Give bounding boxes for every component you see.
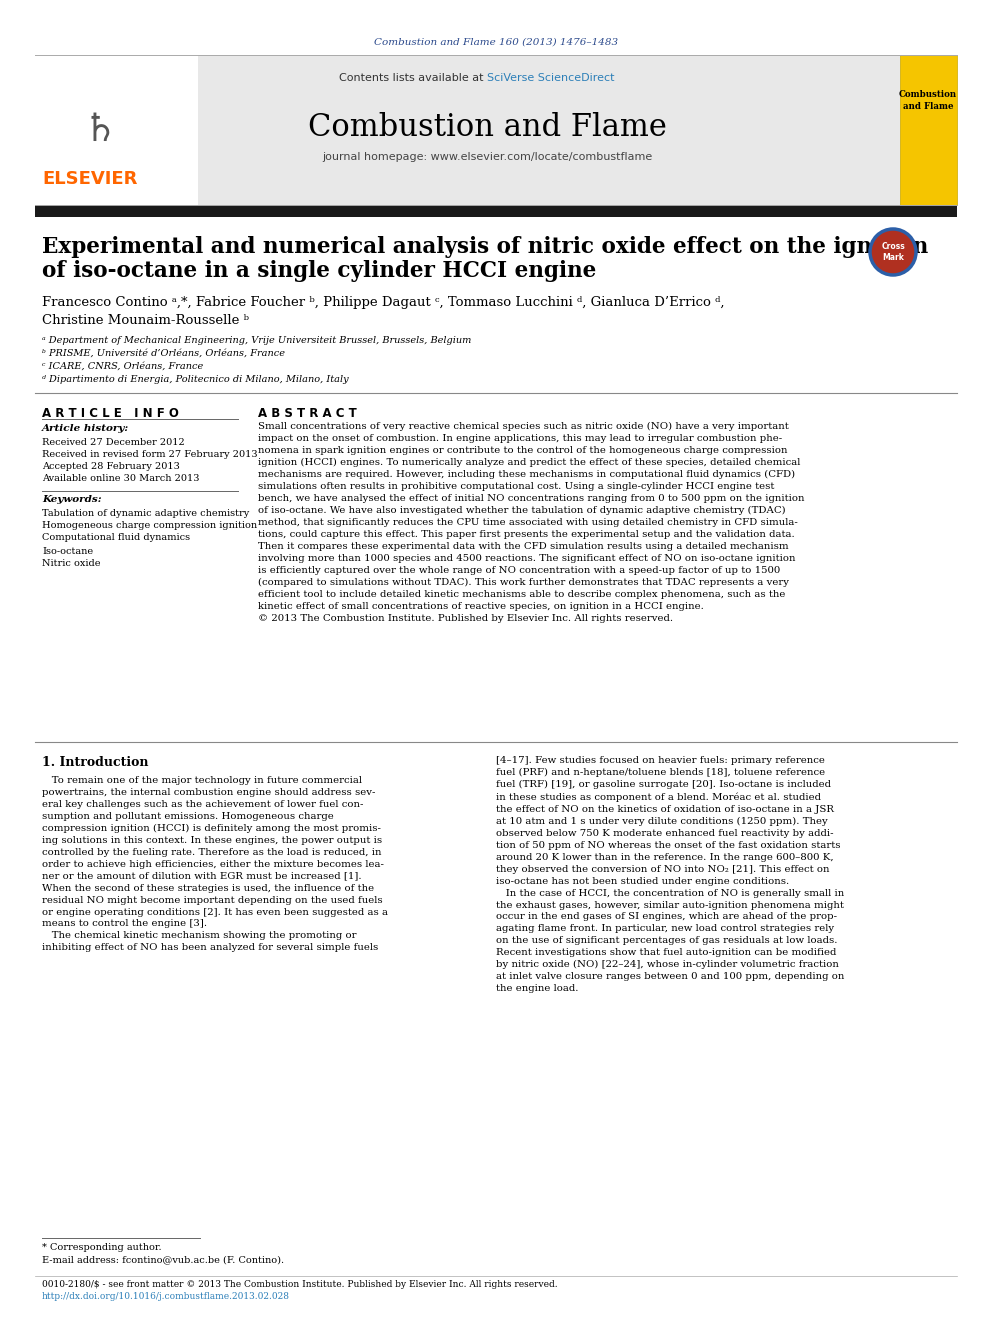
Text: Cross
Mark: Cross Mark [881,242,905,262]
Text: A R T I C L E   I N F O: A R T I C L E I N F O [42,407,179,419]
Text: Francesco Contino ᵃ,*, Fabrice Foucher ᵇ, Philippe Dagaut ᶜ, Tommaso Lucchini ᵈ,: Francesco Contino ᵃ,*, Fabrice Foucher ᵇ… [42,296,724,310]
Text: Small concentrations of very reactive chemical species such as nitric oxide (NO): Small concentrations of very reactive ch… [258,422,805,623]
Text: To remain one of the major technology in future commercial
powertrains, the inte: To remain one of the major technology in… [42,777,388,953]
Text: of iso-octane in a single cylinder HCCI engine: of iso-octane in a single cylinder HCCI … [42,261,596,282]
Text: Article history:: Article history: [42,423,129,433]
Text: Combustion and Flame: Combustion and Flame [308,112,667,143]
Circle shape [870,229,916,275]
Text: ᵃ Department of Mechanical Engineering, Vrije Universiteit Brussel, Brussels, Be: ᵃ Department of Mechanical Engineering, … [42,336,471,345]
Text: Iso-octane: Iso-octane [42,546,93,556]
Bar [35,56,957,205]
Text: Homogeneous charge compression ignition: Homogeneous charge compression ignition [42,521,257,531]
Text: Combustion and Flame 160 (2013) 1476–1483: Combustion and Flame 160 (2013) 1476–148… [374,38,618,48]
Text: Received 27 December 2012: Received 27 December 2012 [42,438,185,447]
Text: ᵈ Dipartimento di Energia, Politecnico di Milano, Milano, Italy: ᵈ Dipartimento di Energia, Politecnico d… [42,374,348,384]
Text: ELSEVIER: ELSEVIER [42,169,137,188]
Text: ♄: ♄ [82,111,117,149]
Text: ᵇ PRISME, Université d’Orléans, Orléans, France: ᵇ PRISME, Université d’Orléans, Orléans,… [42,349,285,359]
Text: [4–17]. Few studies focused on heavier fuels: primary reference
fuel (PRF) and n: [4–17]. Few studies focused on heavier f… [496,755,844,994]
Text: http://dx.doi.org/10.1016/j.combustflame.2013.02.028: http://dx.doi.org/10.1016/j.combustflame… [42,1293,290,1301]
Text: Christine Mounaim-Rousselle ᵇ: Christine Mounaim-Rousselle ᵇ [42,314,249,327]
Text: Tabulation of dynamic adaptive chemistry: Tabulation of dynamic adaptive chemistry [42,509,249,519]
Text: SciVerse ScienceDirect: SciVerse ScienceDirect [487,73,614,83]
Text: Received in revised form 27 February 2013: Received in revised form 27 February 201… [42,450,258,459]
Text: A B S T R A C T: A B S T R A C T [258,407,357,419]
Text: Available online 30 March 2013: Available online 30 March 2013 [42,474,199,483]
Text: Nitric oxide: Nitric oxide [42,560,100,568]
Text: E-mail address: fcontino@vub.ac.be (F. Contino).: E-mail address: fcontino@vub.ac.be (F. C… [42,1256,284,1263]
Text: 1. Introduction: 1. Introduction [42,755,149,769]
Text: * Corresponding author.: * Corresponding author. [42,1244,162,1252]
Text: Combustion
and Flame: Combustion and Flame [899,90,957,111]
Text: journal homepage: www.elsevier.com/locate/combustflame: journal homepage: www.elsevier.com/locat… [321,152,652,161]
Bar [35,56,198,205]
Bar [35,205,957,217]
Text: Keywords:: Keywords: [42,495,101,504]
Bar [900,56,957,205]
Text: ᶜ ICARE, CNRS, Orléans, France: ᶜ ICARE, CNRS, Orléans, France [42,363,203,370]
Text: 0010-2180/$ - see front matter © 2013 The Combustion Institute. Published by Els: 0010-2180/$ - see front matter © 2013 Th… [42,1279,558,1289]
Text: Contents lists available at: Contents lists available at [339,73,487,83]
Text: Accepted 28 February 2013: Accepted 28 February 2013 [42,462,180,471]
Text: Experimental and numerical analysis of nitric oxide effect on the ignition: Experimental and numerical analysis of n… [42,235,929,258]
Text: Computational fluid dynamics: Computational fluid dynamics [42,533,190,542]
